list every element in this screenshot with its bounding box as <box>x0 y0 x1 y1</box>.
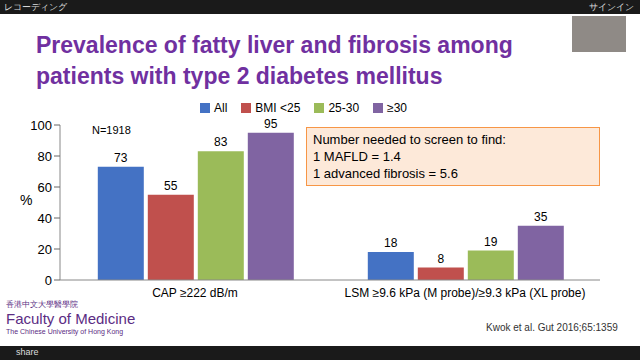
html-text:レコーディング: レコーディング <box>4 2 67 12</box>
svg-text:95: 95 <box>264 117 278 131</box>
svg-text:83: 83 <box>214 135 228 149</box>
html-text:Prevalence of fatty liver and: Prevalence of fatty liver and fibrosis a… <box>36 32 513 89</box>
svg-text:55: 55 <box>164 179 178 193</box>
svg-text:80: 80 <box>38 149 52 164</box>
svg-text:19: 19 <box>484 235 498 249</box>
html-text:≥30: ≥30 <box>387 101 407 115</box>
html-text:Faculty of Medicine: Faculty of Medicine <box>6 310 136 327</box>
html-text:25-30: 25-30 <box>328 101 360 115</box>
html-text:N=1918: N=1918 <box>92 124 131 136</box>
svg-text:60: 60 <box>38 180 52 195</box>
svg-text:35: 35 <box>534 210 548 224</box>
svg-text:73: 73 <box>114 151 128 165</box>
svg-text:LSM ≥9.6 kPa (M probe)/≥9.3 kP: LSM ≥9.6 kPa (M probe)/≥9.3 kPa (XL prob… <box>345 286 586 300</box>
svg-text:100: 100 <box>30 118 52 133</box>
html-text:1 advanced fibrosis = 5.6: 1 advanced fibrosis = 5.6 <box>313 166 458 181</box>
svg-text:0: 0 <box>45 273 52 288</box>
svg-text:40: 40 <box>38 211 52 226</box>
html-text:Kwok et al. Gut 2016;65:1359: Kwok et al. Gut 2016;65:1359 <box>486 322 618 333</box>
html-text:The Chinese University of Hong: The Chinese University of Hong Kong <box>6 328 124 335</box>
svg-text:20: 20 <box>38 242 52 257</box>
html-text:share: share <box>16 347 39 357</box>
html-text:BMI <25: BMI <25 <box>255 101 301 115</box>
html-text:サインイン: サインイン <box>589 2 634 12</box>
svg-text:8: 8 <box>437 252 444 266</box>
html-text:1 MAFLD = 1.4: 1 MAFLD = 1.4 <box>313 149 401 164</box>
html-text:All: All <box>214 101 228 115</box>
html-text:Number needed to screen to fin: Number needed to screen to find: <box>313 132 506 147</box>
html-text:香港中文大學醫學院: 香港中文大學醫學院 <box>6 300 78 309</box>
svg-text:CAP ≥222 dB/m: CAP ≥222 dB/m <box>152 286 238 300</box>
svg-text:18: 18 <box>384 236 398 250</box>
